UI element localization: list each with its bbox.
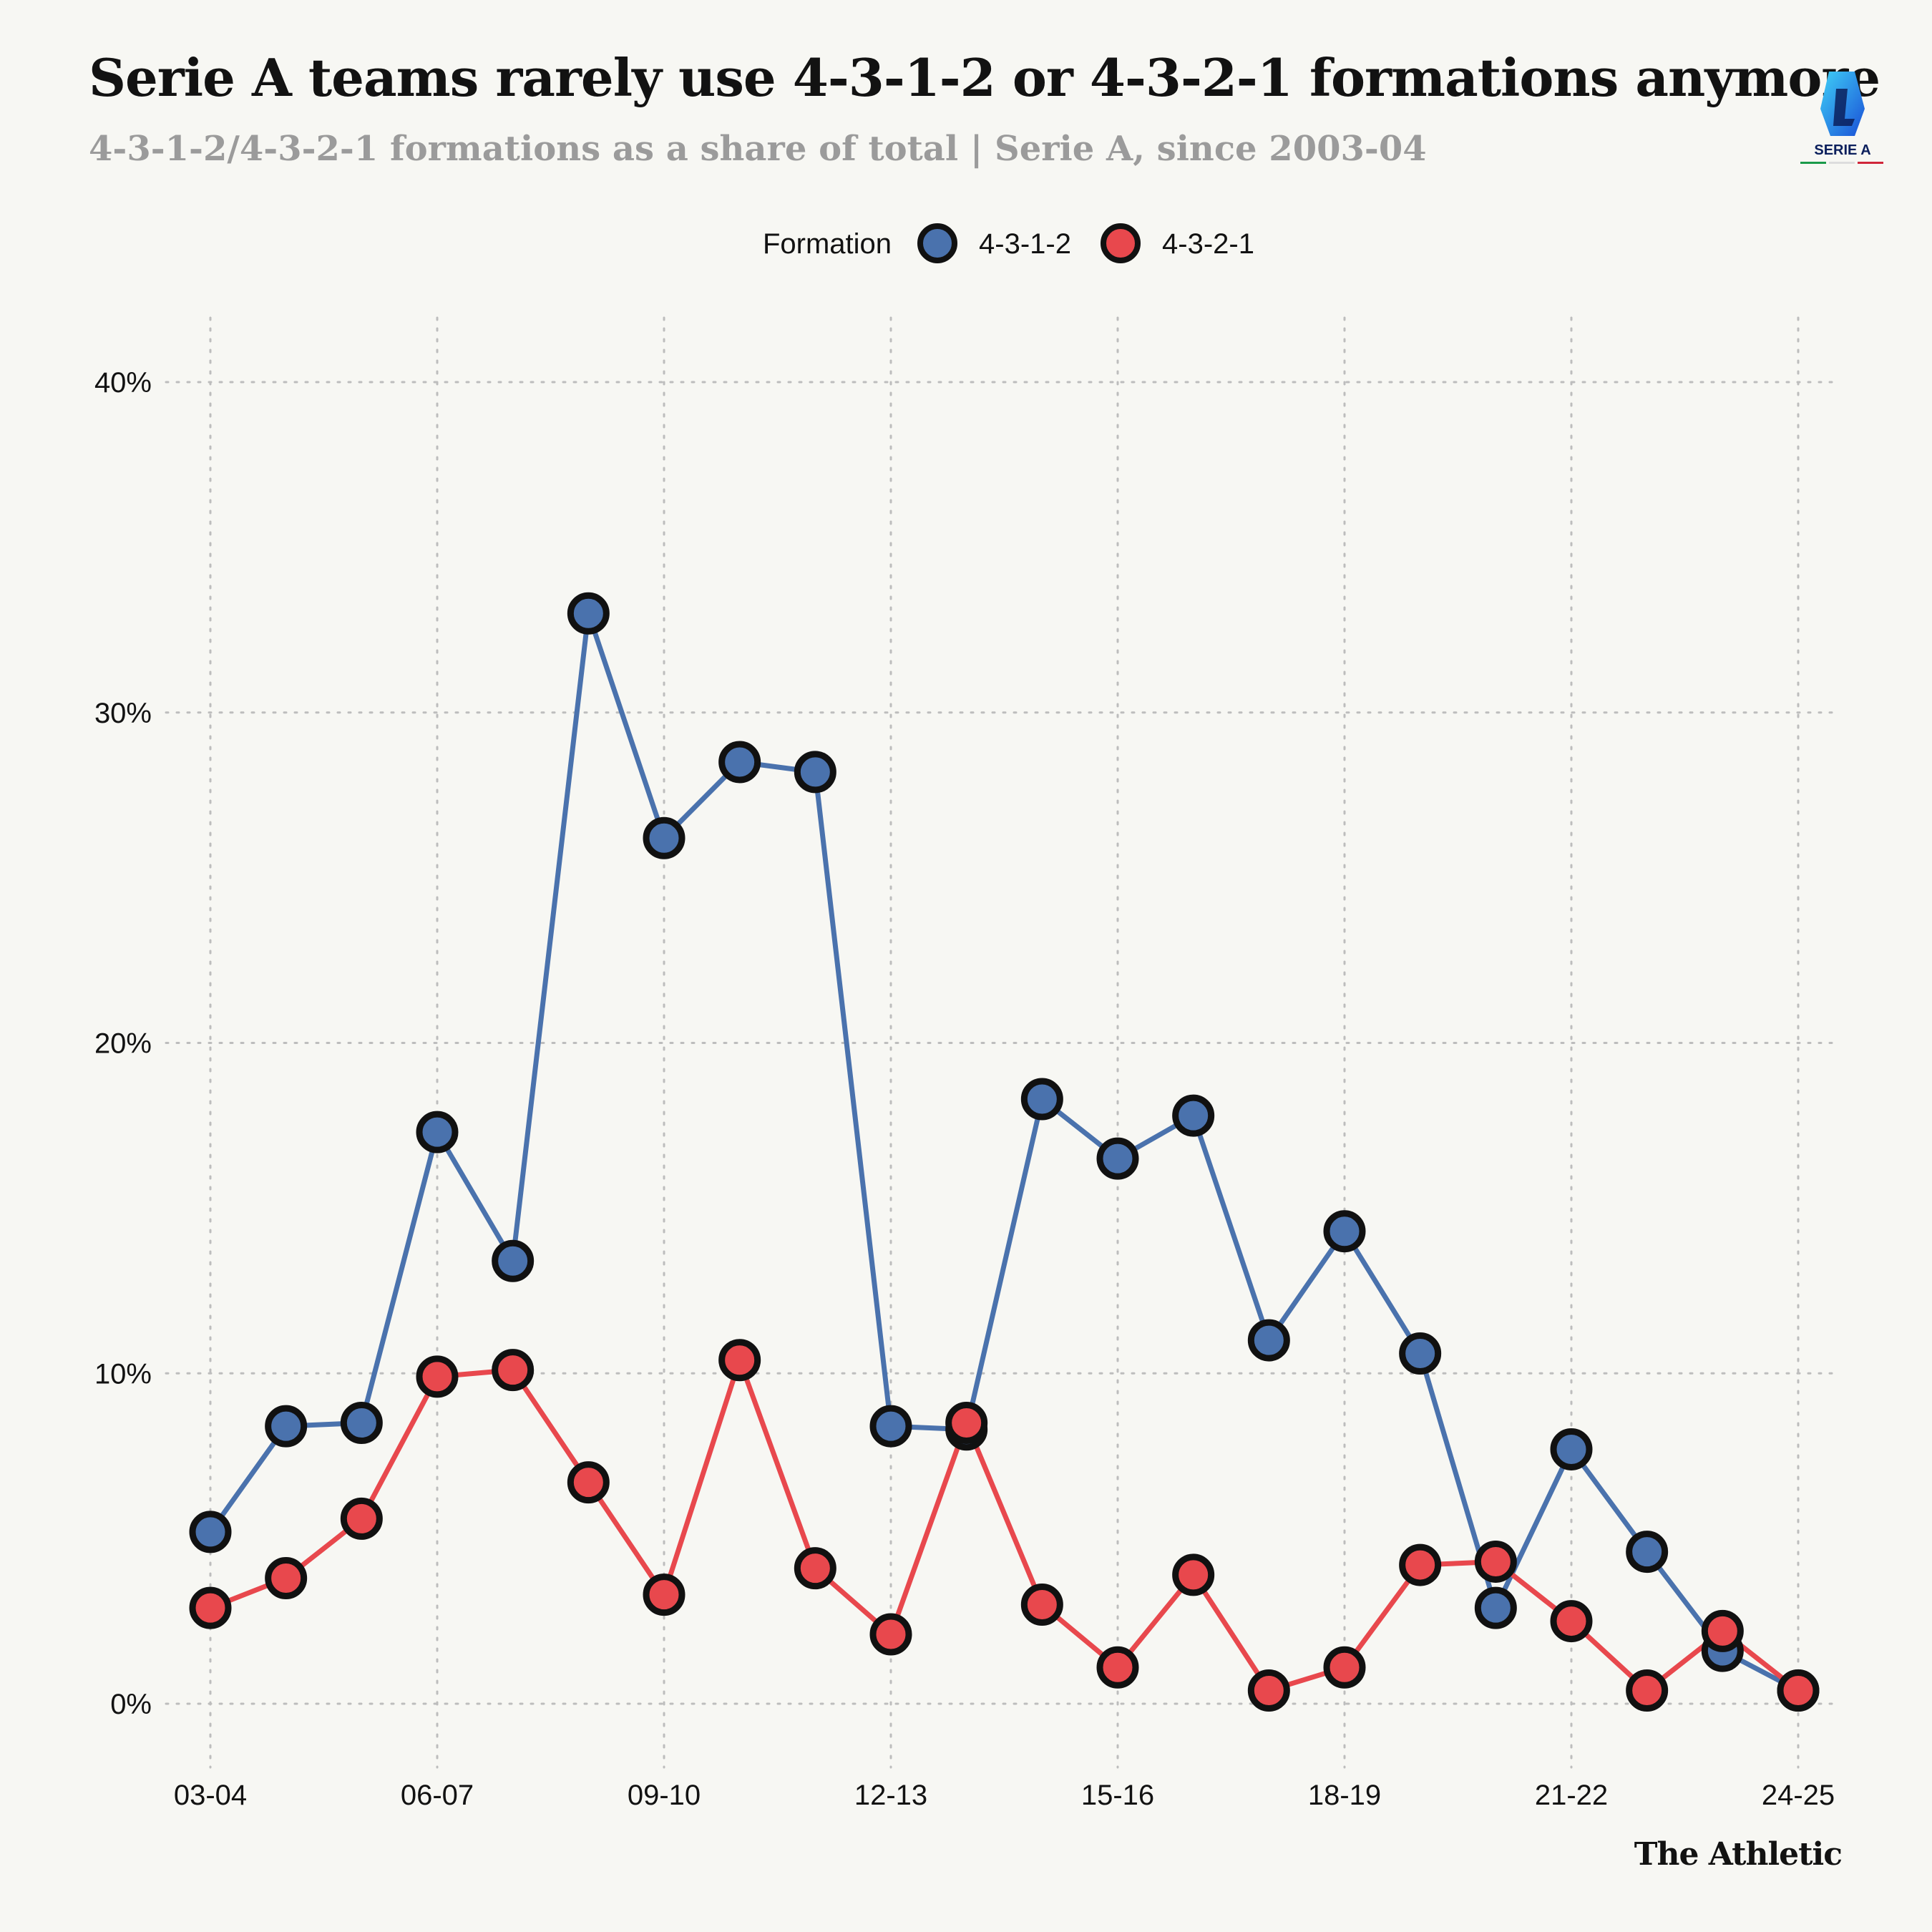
data-point-4-3-1-2-09-10 <box>643 816 686 859</box>
y-tick-label: 30% <box>94 698 152 729</box>
gridlines <box>165 316 1840 1769</box>
y-tick-label: 0% <box>110 1689 152 1720</box>
data-point-4-3-2-1-07-08 <box>492 1349 535 1392</box>
axis-labels: 0% 10% 20% 30% 40% 03-04 06-07 09-10 12-13 15-16 1… <box>94 367 1835 1811</box>
data-point-4-3-1-2-11-12 <box>794 751 836 794</box>
data-point-4-3-1-2-12-13 <box>869 1405 912 1448</box>
data-point-4-3-2-1-23-24 <box>1701 1609 1744 1652</box>
x-tick-label: 15-16 <box>1081 1780 1154 1811</box>
legend-label-4-3-1-2: 4-3-1-2 <box>979 228 1071 260</box>
data-point-4-3-1-2-19-20 <box>1399 1332 1442 1375</box>
y-tick-label: 40% <box>94 367 152 399</box>
data-point-4-3-2-1-14-15 <box>1020 1583 1063 1626</box>
data-point-4-3-2-1-12-13 <box>869 1613 912 1656</box>
data-point-4-3-2-1-04-05 <box>265 1557 308 1600</box>
data-point-4-3-1-2-16-17 <box>1172 1094 1215 1137</box>
x-tick-label: 06-07 <box>401 1780 474 1811</box>
data-point-4-3-1-2-05-06 <box>340 1402 383 1445</box>
data-point-4-3-1-2-17-18 <box>1247 1319 1290 1362</box>
series-points <box>189 592 1820 1712</box>
data-point-4-3-2-1-10-11 <box>718 1339 761 1382</box>
data-point-4-3-1-2-03-04 <box>189 1511 232 1553</box>
data-point-4-3-1-2-20-21 <box>1474 1586 1517 1629</box>
data-point-4-3-2-1-08-09 <box>567 1461 610 1504</box>
data-point-4-3-2-1-11-12 <box>794 1547 836 1590</box>
data-point-4-3-1-2-07-08 <box>492 1239 535 1282</box>
logo-text: SERIE A <box>1814 142 1870 158</box>
brand-wordmark: The Athletic <box>1634 1836 1843 1873</box>
data-point-4-3-2-1-05-06 <box>340 1497 383 1540</box>
legend-title: Formation <box>763 228 892 260</box>
data-point-4-3-2-1-22-23 <box>1626 1669 1669 1712</box>
x-tick-label: 03-04 <box>174 1780 247 1811</box>
data-point-4-3-2-1-20-21 <box>1474 1540 1517 1583</box>
series-line-4-3-1-2 <box>208 610 1800 1693</box>
legend: Formation 4-3-1-2 4-3-2-1 <box>763 223 1254 263</box>
data-point-4-3-2-1-16-17 <box>1172 1553 1215 1596</box>
legend-item-4-3-2-1: 4-3-2-1 <box>1101 223 1254 263</box>
chart-title: Serie A teams rarely use 4-3-1-2 or 4-3-… <box>89 47 1880 108</box>
x-tick-label: 12-13 <box>854 1780 927 1811</box>
legend-marker-4-3-2-1 <box>1101 223 1141 263</box>
data-point-4-3-2-1-24-25 <box>1777 1669 1820 1712</box>
y-tick-label: 20% <box>94 1028 152 1060</box>
data-point-4-3-1-2-22-23 <box>1626 1531 1669 1574</box>
data-point-4-3-1-2-10-11 <box>718 741 761 784</box>
legend-marker-4-3-1-2 <box>917 223 957 263</box>
data-point-4-3-1-2-08-09 <box>567 592 610 635</box>
legend-label-4-3-2-1: 4-3-2-1 <box>1162 228 1254 260</box>
data-point-4-3-2-1-21-22 <box>1550 1600 1593 1643</box>
data-point-4-3-1-2-04-05 <box>265 1405 308 1448</box>
data-point-4-3-1-2-06-07 <box>416 1111 459 1153</box>
legend-item-4-3-1-2: 4-3-1-2 <box>917 223 1071 263</box>
data-point-4-3-1-2-21-22 <box>1550 1428 1593 1470</box>
series-lines <box>208 610 1800 1694</box>
data-point-4-3-1-2-14-15 <box>1020 1078 1063 1121</box>
data-point-4-3-2-1-18-19 <box>1323 1646 1366 1689</box>
data-point-4-3-2-1-17-18 <box>1247 1669 1290 1712</box>
x-tick-label: 18-19 <box>1308 1780 1381 1811</box>
data-point-4-3-2-1-09-10 <box>643 1574 686 1616</box>
series-line-4-3-2-1 <box>209 1357 1800 1694</box>
data-point-4-3-2-1-19-20 <box>1399 1543 1442 1586</box>
x-tick-label: 09-10 <box>628 1780 701 1811</box>
data-point-4-3-2-1-15-16 <box>1096 1646 1139 1689</box>
data-point-4-3-2-1-03-04 <box>189 1586 232 1629</box>
data-point-4-3-1-2-15-16 <box>1096 1137 1139 1180</box>
data-point-4-3-2-1-13-14 <box>945 1402 988 1445</box>
x-tick-label: 24-25 <box>1762 1780 1835 1811</box>
data-point-4-3-2-1-06-07 <box>416 1355 459 1398</box>
x-tick-label: 21-22 <box>1535 1780 1608 1811</box>
serie-a-logo: SERIE A <box>1800 72 1883 164</box>
y-tick-label: 10% <box>94 1358 152 1390</box>
chart-subtitle: 4-3-1-2/4-3-2-1 formations as a share of… <box>89 129 1427 169</box>
data-point-4-3-1-2-18-19 <box>1323 1210 1366 1253</box>
